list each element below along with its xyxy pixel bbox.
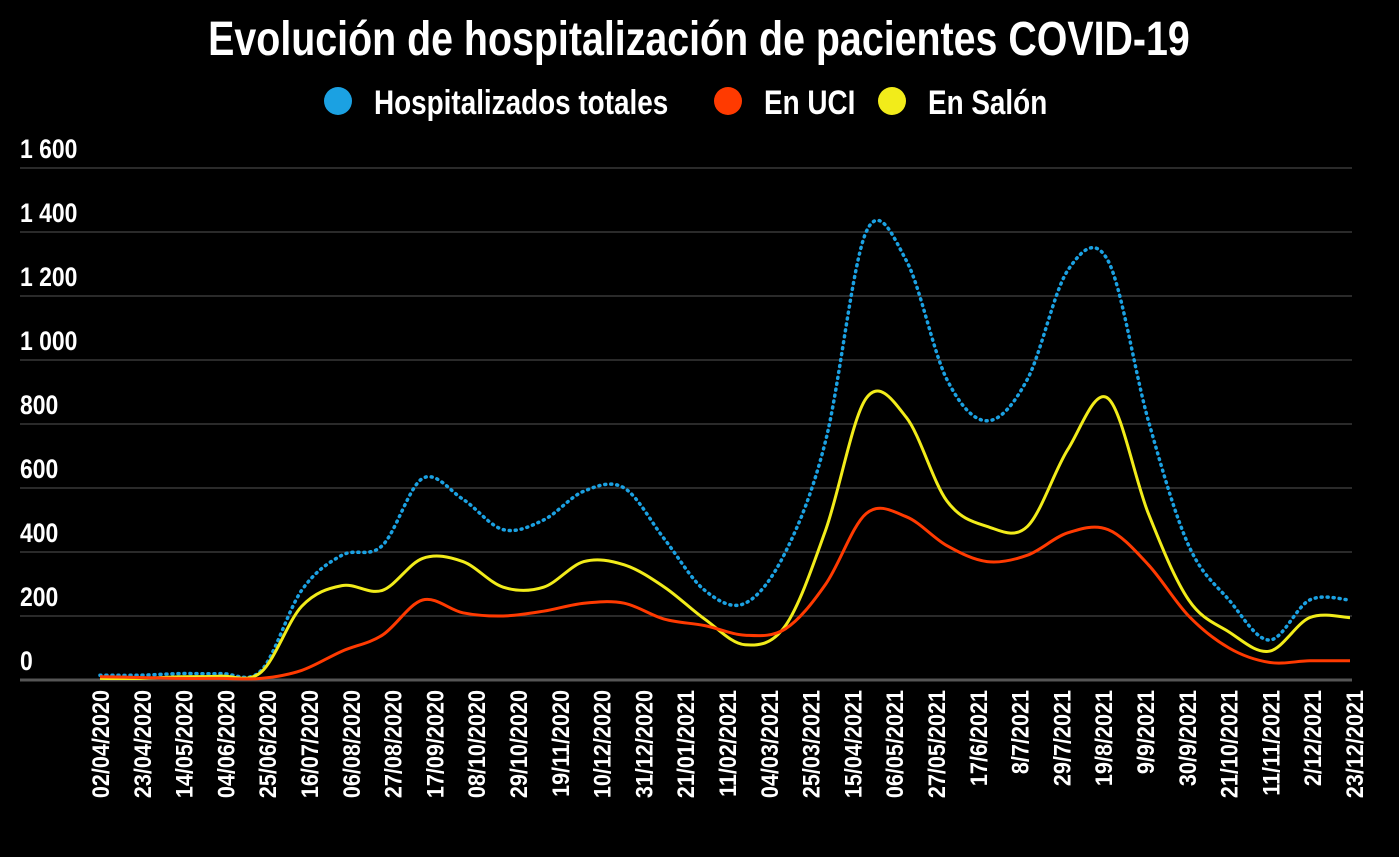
- x-tick-label: 9/9/2021: [1132, 690, 1159, 774]
- series-line-hospitalizados-totales: [100, 220, 1350, 677]
- x-tick-label: 29/10/2020: [505, 690, 532, 798]
- x-tick-label: 19/11/2020: [547, 690, 574, 797]
- x-tick-label: 21/01/2021: [672, 690, 699, 798]
- x-tick-label: 19/8/2021: [1090, 690, 1117, 786]
- x-tick-label: 17/6/2021: [965, 690, 992, 786]
- x-tick-label: 25/06/2020: [254, 690, 281, 798]
- x-tick-label: 23/04/2020: [129, 690, 156, 798]
- x-tick-label: 04/03/2021: [756, 690, 783, 798]
- y-tick-label: 1 000: [20, 326, 77, 356]
- y-tick-label: 400: [20, 518, 58, 548]
- x-tick-label: 25/03/2021: [798, 690, 825, 798]
- x-tick-label: 2/12/2021: [1299, 690, 1326, 786]
- x-tick-label: 10/12/2020: [589, 690, 616, 798]
- y-axis: 0 200 400 600 800 1 000 1 200 1 400 1 600: [20, 134, 77, 676]
- x-tick-label: 17/09/2020: [421, 690, 448, 798]
- x-tick-label: 14/05/2020: [171, 690, 198, 798]
- x-tick-label: 11/11/2021: [1257, 690, 1284, 796]
- x-tick-label: 08/10/2020: [463, 690, 490, 798]
- x-tick-label: 21/10/2021: [1216, 690, 1243, 798]
- chart-title: Evolución de hospitalización de paciente…: [208, 12, 1190, 66]
- legend-marker: [878, 87, 906, 115]
- x-tick-label: 30/9/2021: [1174, 690, 1201, 786]
- y-tick-label: 1 200: [20, 262, 77, 292]
- y-tick-label: 600: [20, 454, 58, 484]
- y-tick-label: 800: [20, 390, 58, 420]
- series-lines: [100, 220, 1350, 679]
- legend-marker: [714, 87, 742, 115]
- legend-marker: [324, 87, 352, 115]
- y-tick-label: 200: [20, 582, 58, 612]
- y-tick-label: 1 400: [20, 198, 77, 228]
- x-tick-label: 16/07/2020: [296, 690, 323, 798]
- legend-label: Hospitalizados totales: [374, 83, 668, 121]
- x-tick-label: 11/02/2021: [714, 690, 741, 797]
- legend-label: En UCI: [764, 83, 855, 121]
- x-tick-label: 06/08/2020: [338, 690, 365, 798]
- y-tick-label: 0: [20, 646, 33, 676]
- y-tick-label: 1 600: [20, 134, 77, 164]
- x-tick-label: 31/12/2020: [630, 690, 657, 798]
- x-tick-label: 04/06/2020: [212, 690, 239, 798]
- legend: Hospitalizados totales En UCI En Salón: [324, 83, 1047, 121]
- x-tick-label: 8/7/2021: [1007, 690, 1034, 774]
- x-axis: 02/04/2020 23/04/2020 14/05/2020 04/06/2020…: [87, 690, 1368, 798]
- x-tick-label: 23/12/2021: [1341, 690, 1368, 798]
- series-line-en-uci: [100, 508, 1350, 679]
- x-tick-label: 29/7/2021: [1048, 690, 1075, 786]
- x-tick-label: 02/04/2020: [87, 690, 114, 798]
- legend-label: En Salón: [928, 83, 1047, 121]
- series-line-en-salón: [100, 391, 1350, 678]
- x-tick-label: 06/05/2021: [881, 690, 908, 798]
- x-tick-label: 15/04/2021: [839, 690, 866, 798]
- x-tick-label: 27/08/2020: [380, 690, 407, 798]
- x-tick-label: 27/05/2021: [923, 690, 950, 798]
